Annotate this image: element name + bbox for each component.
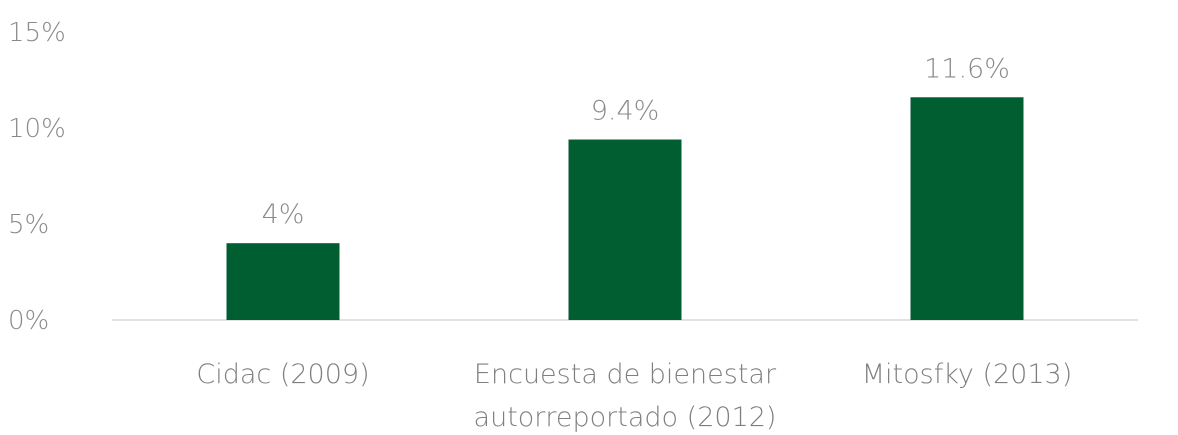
category-labels-group: Cidac (2009) Encuesta de bienestar autorre… (196, 359, 1072, 433)
y-tick-label: 0% (8, 306, 49, 336)
y-axis-ticks: 0% 5% 10% 15% (8, 18, 66, 336)
bars-group (226, 97, 1024, 320)
category-label: Mitosfky (2013) (862, 359, 1073, 390)
bar (226, 243, 340, 320)
bar-value-label: 11.6% (924, 53, 1010, 84)
bar (910, 97, 1024, 320)
category-label: Encuesta de bienestar (474, 359, 777, 390)
bar-value-label: 4% (262, 199, 305, 230)
category-label: Cidac (2009) (196, 359, 369, 390)
bar-value-label: 9.4% (591, 96, 660, 127)
bar (568, 139, 682, 320)
data-labels-group: 4% 9.4% 11.6% (262, 53, 1010, 230)
y-tick-label: 10% (8, 114, 66, 144)
category-label: autorreportado (2012) (474, 402, 777, 433)
y-tick-label: 15% (8, 18, 66, 48)
y-tick-label: 5% (8, 210, 49, 240)
